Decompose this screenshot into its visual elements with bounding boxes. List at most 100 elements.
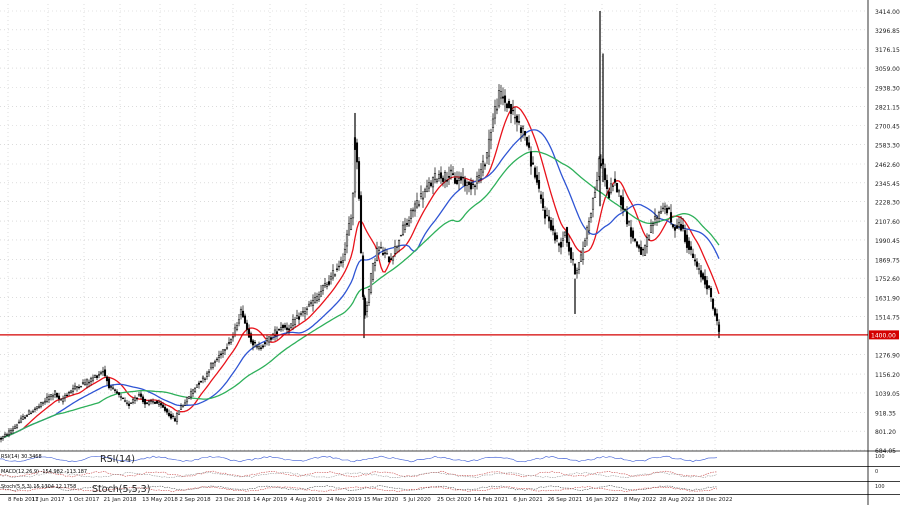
x-tick-label: 8 Feb 2017 [8,497,39,503]
y-tick-label: 1869.75 [875,257,900,264]
horizontal-price-line[interactable]: 1400.00 [0,330,899,340]
candle-body [609,183,613,193]
candle-body [21,415,25,420]
candle-body [677,222,681,227]
candle-body [11,428,15,432]
candle-body [223,349,227,351]
candle-body [139,393,143,397]
y-axis: 684.05 801.20 918.35 1039.05 1156.20 1276.90 1… [867,0,900,505]
candle-body [573,263,577,275]
candle-body [397,240,401,247]
candle-body [417,204,421,206]
candle-body [95,375,99,378]
candle-body [455,179,459,185]
indicator-label: Stoch(5,5,3) [92,484,150,495]
candle-body [347,223,351,236]
y-tick-label: 801.20 [875,429,896,436]
candle-body [63,395,67,399]
candle-body [535,174,539,183]
candle-body [345,233,349,247]
candle-body [43,400,47,403]
x-tick-label: 28 Aug 2022 [659,497,694,503]
candle-body [257,346,261,350]
candle-body [325,284,329,287]
candle-body [359,195,363,254]
candle-body [205,372,209,377]
candle-body [411,209,415,212]
candle-body [71,388,75,392]
candle-body [473,185,477,187]
candle-body [3,433,7,437]
candle-body [195,384,199,388]
candle-body [5,434,9,436]
candle-body [445,180,449,182]
candle-body [183,402,187,406]
candle-body [549,220,553,230]
candle-body [457,178,461,182]
candle-body [85,379,89,385]
candle-body [17,421,21,424]
candle-body [551,225,555,231]
candle-body [477,175,481,178]
candle-body [273,329,277,337]
candle-body [635,241,639,247]
candle-body [673,227,677,231]
y-tick-label: 2938.30 [875,85,900,92]
candle-body [675,225,679,229]
candle-body [171,415,175,417]
candle-body [59,399,63,401]
candle-body [77,386,81,389]
candle-body [65,394,69,397]
candle-body [317,294,321,300]
candle-body [101,371,105,373]
candle-body [129,402,133,404]
candle-body [393,246,397,254]
candle-body [453,177,457,184]
candle-body [311,300,315,306]
candle-body [203,378,207,380]
candle-body [605,180,609,190]
candle-body [517,121,521,123]
candle-body [621,197,625,210]
candle-body [25,415,29,417]
candle-body [51,395,55,398]
candle-body [81,382,85,384]
candle-body [529,151,533,167]
candle-body [451,173,455,176]
y-tick-label: 3414.00 [875,9,900,16]
candle-body [137,393,141,397]
candle-body [281,325,285,328]
candle-body [379,247,383,249]
candle-body [157,402,161,405]
y-tick-label: 1276.90 [875,353,900,360]
candle-body [365,305,369,312]
candle-body [395,245,399,248]
candle-body [15,424,19,428]
candle-body [331,270,335,279]
candle-body [179,405,183,410]
candle-body [213,361,217,363]
candle-body [109,386,113,388]
candle-body [447,176,451,178]
candle-body [147,400,151,405]
candle-body [485,152,489,159]
candle-body [425,185,429,193]
x-tick-label: 11 Jun 2017 [31,497,65,503]
candle-body [521,125,525,129]
candle-body [655,217,659,219]
candle-body [283,325,287,328]
candle-body [571,258,575,261]
candle-body [57,395,61,400]
candle-body [233,327,237,336]
candle-body [663,205,667,210]
candle-body [617,190,621,193]
candle-body [239,308,243,316]
candle-body [177,410,181,415]
candle-body [415,200,419,208]
candle-body [561,238,565,241]
candle-body [189,391,193,398]
candle-body [243,315,247,324]
y-tick-label: 1156.20 [875,372,900,379]
candle-body [337,265,341,268]
